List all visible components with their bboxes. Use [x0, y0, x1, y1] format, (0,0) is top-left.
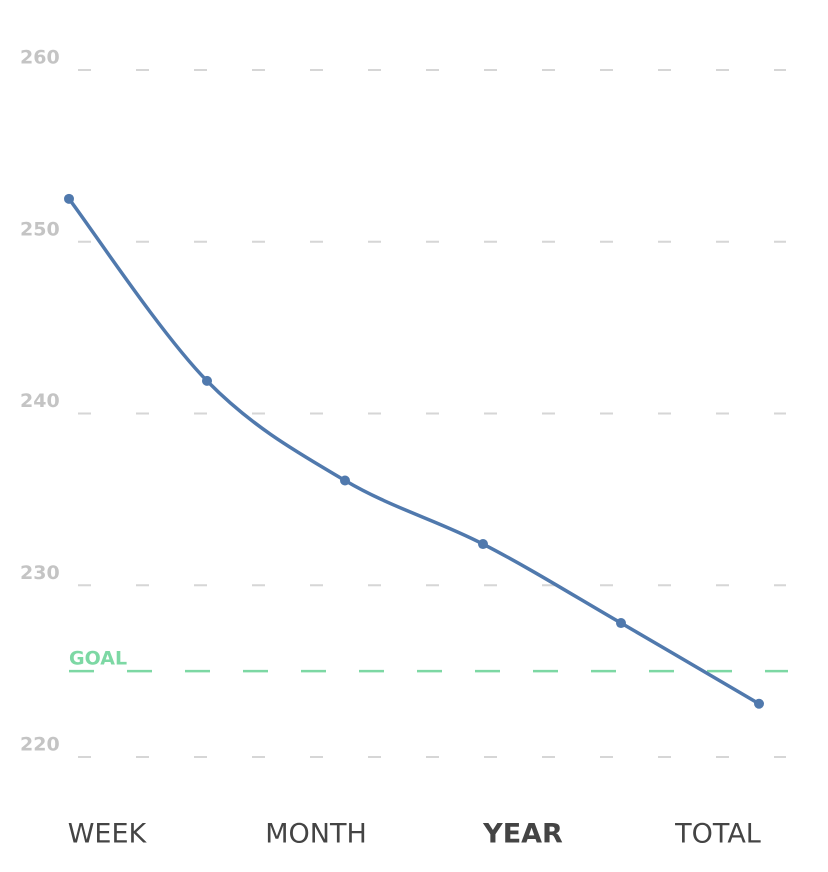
tab[interactable]: TOTAL — [674, 819, 761, 850]
tab[interactable]: YEAR — [482, 819, 563, 850]
data-point — [202, 375, 212, 386]
y-tick-label: 240 — [20, 390, 60, 412]
y-tick-label: 220 — [20, 734, 60, 756]
y-tick-label: 230 — [20, 562, 60, 584]
data-point — [478, 539, 488, 550]
data-point — [754, 698, 764, 709]
data-point — [64, 193, 74, 204]
line — [67, 197, 760, 706]
tab[interactable]: MONTH — [265, 819, 367, 850]
tab[interactable]: WEEK — [68, 819, 148, 850]
data-point — [616, 618, 626, 629]
y-tick-label: 260 — [20, 47, 60, 69]
y-tick-label: 250 — [20, 218, 60, 240]
data-point — [340, 475, 350, 486]
goal-label: GOAL — [69, 648, 127, 670]
